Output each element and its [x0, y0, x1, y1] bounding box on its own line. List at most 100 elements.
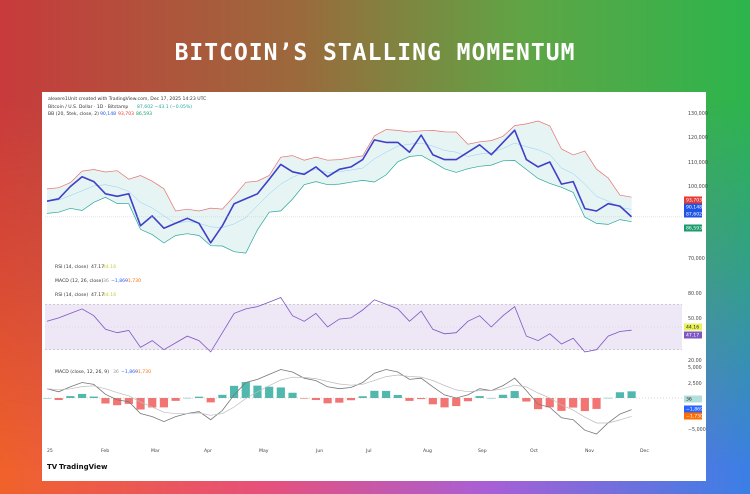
macd-histogram-bar [124, 398, 133, 404]
bb-basis: 90,148 [100, 111, 116, 117]
macd-histogram-bar [42, 398, 52, 399]
macd-histogram-bar [358, 396, 367, 398]
rsi-pane-legend-value: 47.17 [91, 292, 104, 298]
month-label: Mar [151, 448, 160, 454]
macd-histogram-bar [627, 391, 636, 398]
macd-histogram-bar [66, 396, 75, 398]
macd-histogram-bar [346, 398, 356, 401]
tv-logo-mark: TV [47, 463, 58, 471]
macd-histogram-bar [370, 390, 379, 398]
rsi-axis-label: 50.00 [688, 316, 702, 322]
month-label: Apr [204, 448, 212, 454]
macd-histogram-bar [77, 393, 87, 398]
macd-histogram-bar [440, 398, 449, 408]
rsi-tag-bg [684, 331, 702, 339]
macd-histogram-bar [323, 398, 332, 404]
macd-histogram-bar [241, 382, 250, 398]
rsi-axis-label: 20.00 [688, 358, 702, 364]
bb-lower: 86,593 [136, 111, 152, 117]
price-axis-label: 100,000 [688, 184, 708, 190]
macd-histogram-bar [487, 397, 496, 399]
macd-histogram-bar [604, 397, 613, 399]
macd-histogram-bar [498, 394, 508, 398]
macd-histogram-bar [171, 398, 180, 401]
macd-histogram-bar [580, 398, 589, 412]
credit-line: alexere1Unit created with TradingView.co… [48, 96, 206, 102]
macd-histogram-bar [569, 398, 578, 408]
macd-histogram-bar [276, 387, 285, 398]
rsi-legend-label: RSI (14, close) [55, 264, 88, 270]
macd-histogram-bar [89, 396, 98, 398]
macd-histogram-bar [335, 398, 344, 403]
macd-histogram-bar [417, 398, 426, 400]
macd-tag: −1,730 [686, 414, 703, 420]
signal-line [46, 374, 632, 424]
macd-histogram-bar [148, 398, 157, 408]
macd-histogram-bar [194, 396, 204, 398]
macd-pane-legend-hist: 36 [113, 369, 119, 375]
price-axis-label: 120,000 [688, 135, 708, 141]
rsi-pane-legend-label: RSI (14, close) [55, 292, 88, 298]
price-tag-bg [684, 210, 702, 218]
month-label: 25 [47, 448, 53, 454]
price-tag-bg [684, 196, 702, 204]
macd-histogram-bar [136, 398, 145, 410]
month-label: Jun [315, 448, 323, 454]
macd-line [46, 369, 632, 435]
macd-histogram-bar [557, 398, 566, 411]
tradingview-logo: TV TradingView [47, 463, 108, 471]
bb-basis-line [46, 142, 632, 228]
macd-histogram-bar [522, 398, 531, 402]
macd-axis-label: −5,000 [688, 427, 706, 433]
bb-label: BB (20, 5tek, close, 2) [48, 111, 99, 117]
macd-tag-bg [684, 395, 702, 403]
macd-histogram-bar [545, 398, 554, 408]
macd-tag: −1,869 [686, 407, 703, 413]
macd-histogram-bar [288, 392, 297, 398]
month-label: Dec [640, 448, 649, 454]
macd-tag: 36 [686, 397, 692, 403]
rsi-pane-legend-value2: 44.16 [103, 292, 116, 298]
month-label: Feb [101, 448, 109, 454]
symbol-value: 87,602 −43.1 (−0.05%) [137, 104, 192, 110]
price-axis-label: 110,000 [688, 160, 708, 166]
macd-histogram-bar [452, 398, 461, 407]
macd-histogram-bar [206, 398, 215, 403]
month-label: Nov [585, 448, 594, 454]
bb-fill [47, 121, 632, 254]
bb-upper: 93,703 [118, 111, 134, 117]
macd-histogram-bar [311, 398, 321, 401]
price-axis-label: 130,000 [688, 111, 708, 117]
macd-histogram-bar [218, 394, 227, 398]
macd-tag-bg [684, 405, 702, 413]
price-tag: 93,703 [686, 198, 702, 204]
rsi-axis-label: 80.00 [688, 291, 702, 297]
macd-histogram-bar [405, 398, 414, 401]
macd-tag-bg [684, 412, 702, 420]
macd-legend-label: MACD (12, 26, close) [55, 278, 103, 284]
macd-histogram-bar [615, 392, 625, 398]
macd-histogram-bar [475, 396, 484, 398]
rsi-legend-value2: 44.16 [103, 264, 116, 270]
price-tag: 86,593 [686, 226, 702, 232]
rsi-tag: 44.16 [686, 325, 699, 331]
price-tag-bg [684, 203, 702, 211]
rsi-tag-bg [684, 323, 702, 331]
macd-histogram-bar [183, 397, 192, 399]
macd-pane-legend-label: MACD (close, 12, 26, 9) [55, 369, 109, 375]
macd-axis-label: 2,500 [688, 381, 702, 387]
macd-histogram-bar [428, 398, 437, 405]
macd-histogram-bar [393, 395, 402, 398]
macd-pane-legend-signal: −1,730 [134, 369, 151, 375]
month-label: Sep [478, 448, 487, 454]
macd-histogram-bar [381, 390, 391, 398]
bb-upper-line [46, 120, 632, 212]
macd-pane-legend-macd: −1,869 [121, 369, 138, 375]
macd-histogram-bar [101, 398, 110, 404]
macd-legend-signal: −1,730 [124, 278, 141, 284]
headline: BITCOIN’S STALLING MOMENTUM [174, 40, 576, 66]
month-label: Oct [530, 448, 538, 454]
price-line [46, 129, 633, 244]
month-label: Aug [423, 448, 432, 454]
